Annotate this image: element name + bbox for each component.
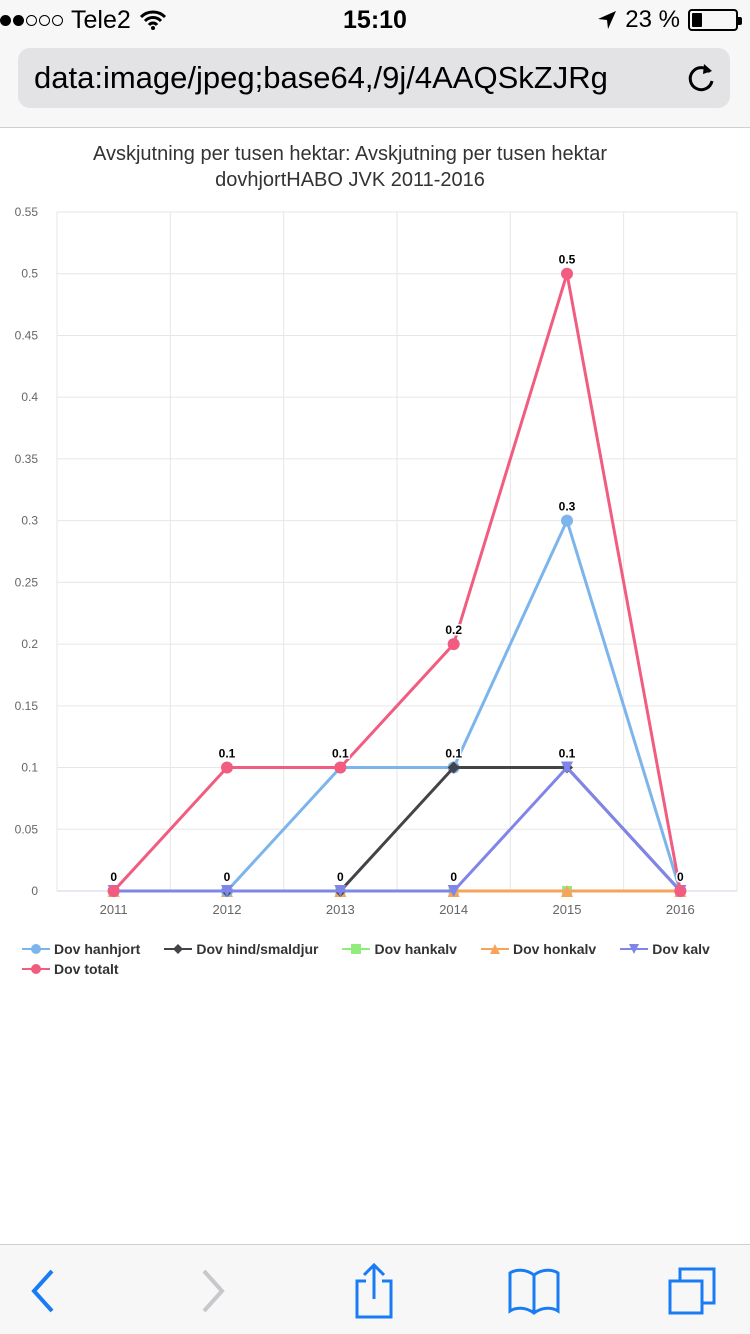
bookmarks-icon[interactable] bbox=[504, 1261, 564, 1321]
data-point bbox=[107, 885, 120, 897]
legend-item[interactable]: Dov kalv bbox=[620, 941, 710, 957]
y-tick-label: 0.1 bbox=[21, 761, 38, 775]
data-label: 0.1 bbox=[332, 747, 349, 761]
y-tick-label: 0.25 bbox=[15, 575, 39, 589]
legend-label: Dov kalv bbox=[652, 941, 710, 957]
signal-strength-icon bbox=[0, 14, 63, 26]
legend-marker-icon bbox=[22, 944, 50, 954]
chart-title: Avskjutning per tusen hektar: Avskjutnin… bbox=[0, 141, 700, 193]
legend-item[interactable]: Dov totalt bbox=[22, 961, 119, 977]
legend-label: Dov hind/smaldjur bbox=[196, 941, 319, 957]
series-line bbox=[112, 272, 682, 893]
clock: 15:10 bbox=[343, 6, 407, 34]
y-tick-label: 0.2 bbox=[21, 637, 38, 651]
x-tick-label: 2013 bbox=[326, 902, 355, 917]
data-point bbox=[561, 267, 573, 280]
legend-item[interactable]: Dov honkalv bbox=[480, 941, 597, 957]
data-point bbox=[561, 761, 573, 774]
legend-row: Dov hanhjort Dov hind/smaldjur Dov hankalv… bbox=[22, 939, 742, 959]
chart-title-line-1: Avskjutning per tusen hektar: Avskjutnin… bbox=[92, 143, 607, 165]
back-icon[interactable] bbox=[14, 1261, 74, 1321]
data-point bbox=[674, 885, 687, 897]
legend-label: Dov hanhjort bbox=[54, 941, 141, 957]
data-label: 0 bbox=[450, 870, 457, 884]
x-tick-label: 2012 bbox=[213, 902, 242, 917]
legend-marker-icon bbox=[342, 944, 371, 954]
legend-marker-icon bbox=[164, 944, 193, 954]
y-tick-label: 0.55 bbox=[15, 205, 39, 219]
legend-label: Dov hankalv bbox=[374, 941, 457, 957]
data-label: 0 bbox=[110, 870, 117, 884]
y-tick-label: 0.3 bbox=[21, 514, 38, 528]
location-arrow-icon bbox=[598, 11, 617, 29]
y-tick-label: 0 bbox=[31, 884, 38, 898]
line-chart: 0 0.05 0.1 0.15 0.2 0.25 0.3 0.35 0.4 0.45 0.5 0.55… bbox=[15, 205, 738, 917]
data-label: 0.1 bbox=[559, 747, 576, 761]
chart-legend: Dov hanhjort Dov hind/smaldjur Dov hankalv… bbox=[22, 939, 742, 979]
address-bar[interactable]: data:image/jpeg;base64,/9j/4AAQSkZJRg bbox=[18, 48, 730, 108]
chart-title-line-2: dovhjortHABO JVK 2011-2016 bbox=[215, 169, 485, 191]
status-left: Tele2 bbox=[0, 6, 167, 34]
data-point bbox=[447, 885, 460, 897]
status-right: 23 % bbox=[597, 6, 742, 34]
legend-label: Dov honkalv bbox=[512, 941, 597, 957]
battery-icon bbox=[688, 9, 742, 31]
share-icon[interactable] bbox=[344, 1261, 404, 1321]
legend-marker-icon bbox=[22, 964, 50, 974]
data-point bbox=[221, 885, 233, 897]
data-label: 0.1 bbox=[445, 747, 462, 761]
browser-address-area: data:image/jpeg;base64,/9j/4AAQSkZJRg bbox=[0, 40, 750, 128]
legend-item[interactable]: Dov hind/smaldjur bbox=[164, 941, 318, 957]
data-label: 0.3 bbox=[559, 500, 576, 514]
y-tick-label: 0.35 bbox=[15, 452, 39, 466]
x-tick-label: 2014 bbox=[439, 902, 468, 917]
y-tick-label: 0.4 bbox=[21, 390, 38, 404]
reload-icon[interactable] bbox=[686, 62, 716, 94]
x-tick-label: 2015 bbox=[553, 902, 582, 917]
status-bar: Tele2 15:10 23 % bbox=[0, 0, 750, 40]
forward-icon[interactable] bbox=[182, 1261, 242, 1321]
carrier-name: Tele2 bbox=[71, 5, 131, 34]
series-line bbox=[113, 766, 682, 893]
url-text[interactable]: data:image/jpeg;base64,/9j/4AAQSkZJRg bbox=[34, 60, 608, 95]
x-tick-label: 2016 bbox=[666, 902, 695, 917]
data-label: 0.1 bbox=[219, 747, 236, 761]
data-point bbox=[561, 514, 573, 527]
legend-item[interactable]: Dov hanhjort bbox=[22, 941, 140, 957]
y-tick-label: 0.45 bbox=[15, 328, 39, 342]
tabs-icon[interactable] bbox=[664, 1261, 724, 1321]
legend-marker-icon bbox=[480, 944, 509, 954]
data-point bbox=[221, 761, 233, 774]
data-point bbox=[561, 885, 573, 897]
data-label: 0 bbox=[677, 870, 684, 884]
chart-container: Avskjutning per tusen hektar: Avskjutnin… bbox=[0, 129, 750, 1244]
data-label: 0 bbox=[337, 870, 344, 884]
y-tick-label: 0.15 bbox=[15, 699, 39, 713]
legend-item[interactable]: Dov hankalv bbox=[342, 941, 457, 957]
data-point bbox=[447, 638, 460, 651]
data-label: 0.5 bbox=[559, 253, 576, 267]
y-tick-label: 0.5 bbox=[21, 267, 38, 281]
wifi-icon bbox=[139, 10, 166, 30]
y-tick-label: 0.05 bbox=[15, 822, 39, 836]
legend-row: Dov totalt bbox=[22, 959, 742, 979]
data-label: 0.2 bbox=[445, 623, 462, 637]
data-label: 0 bbox=[224, 870, 231, 884]
x-tick-label: 2011 bbox=[100, 902, 128, 917]
data-point bbox=[334, 885, 347, 897]
data-point bbox=[447, 761, 460, 774]
legend-marker-icon bbox=[620, 944, 649, 954]
legend-label: Dov totalt bbox=[54, 961, 119, 977]
battery-percent: 23 % bbox=[625, 6, 680, 33]
browser-toolbar bbox=[0, 1244, 750, 1334]
data-point bbox=[334, 761, 347, 774]
